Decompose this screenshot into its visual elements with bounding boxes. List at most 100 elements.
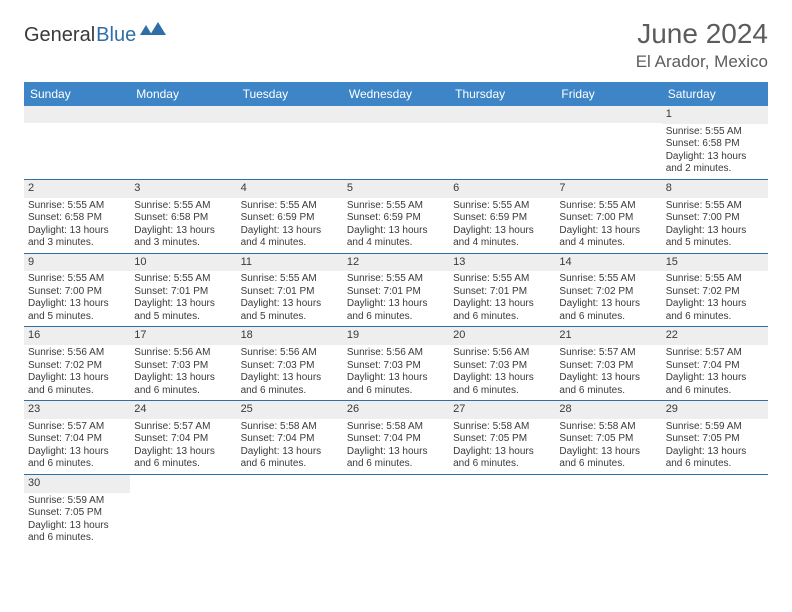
day-detail: Sunset: 7:03 PM xyxy=(559,360,657,373)
day-number: 13 xyxy=(449,254,555,272)
calendar-cell: 24Sunrise: 5:57 AMSunset: 7:04 PMDayligh… xyxy=(130,401,236,475)
day-detail: and 6 minutes. xyxy=(666,385,764,398)
day-detail: Daylight: 13 hours xyxy=(347,225,445,238)
calendar-cell xyxy=(662,474,768,547)
day-detail: and 6 minutes. xyxy=(134,385,232,398)
day-number: 28 xyxy=(555,401,661,419)
day-detail: Sunset: 7:02 PM xyxy=(28,360,126,373)
header: GeneralBlue June 2024 El Arador, Mexico xyxy=(24,18,768,72)
day-detail: Daylight: 13 hours xyxy=(241,298,339,311)
day-detail: and 6 minutes. xyxy=(453,458,551,471)
day-detail: Sunrise: 5:55 AM xyxy=(453,273,551,286)
day-detail: Daylight: 13 hours xyxy=(28,298,126,311)
day-detail: Sunrise: 5:57 AM xyxy=(559,347,657,360)
calendar-cell: 18Sunrise: 5:56 AMSunset: 7:03 PMDayligh… xyxy=(237,327,343,401)
day-detail: Sunset: 7:02 PM xyxy=(666,286,764,299)
calendar-day: 5Sunrise: 5:55 AMSunset: 6:59 PMDaylight… xyxy=(343,180,449,253)
day-detail: Sunset: 7:05 PM xyxy=(559,433,657,446)
day-detail: Daylight: 13 hours xyxy=(666,446,764,459)
empty-day-bar xyxy=(343,106,449,123)
day-number: 11 xyxy=(237,254,343,272)
day-detail: Sunset: 6:59 PM xyxy=(453,212,551,225)
calendar-day xyxy=(449,475,555,537)
calendar-day xyxy=(343,475,449,537)
calendar-cell: 23 Sunrise: 5:57 AMSunset: 7:04 PMDayligh… xyxy=(24,401,130,475)
calendar-day: 20Sunrise: 5:56 AMSunset: 7:03 PMDayligh… xyxy=(449,327,555,400)
day-number: 10 xyxy=(130,254,236,272)
day-detail: Sunrise: 5:58 AM xyxy=(241,421,339,434)
day-detail: and 6 minutes. xyxy=(453,385,551,398)
day-detail: Sunrise: 5:57 AM xyxy=(28,421,126,434)
calendar-week: 2Sunrise: 5:55 AMSunset: 6:58 PMDaylight… xyxy=(24,179,768,253)
day-detail: Sunrise: 5:55 AM xyxy=(559,273,657,286)
day-number: 1 xyxy=(662,106,768,124)
day-number: 19 xyxy=(343,327,449,345)
calendar-week: 30 Sunrise: 5:59 AMSunset: 7:05 PMDayligh… xyxy=(24,474,768,547)
empty-day-bar xyxy=(237,106,343,123)
day-number: 21 xyxy=(555,327,661,345)
day-detail: Sunrise: 5:59 AM xyxy=(28,495,126,508)
day-number: 30 xyxy=(24,475,130,493)
calendar-cell: 10Sunrise: 5:55 AMSunset: 7:01 PMDayligh… xyxy=(130,253,236,327)
day-detail: Sunset: 7:04 PM xyxy=(347,433,445,446)
flag-icon xyxy=(140,21,166,45)
calendar-day: 10Sunrise: 5:55 AMSunset: 7:01 PMDayligh… xyxy=(130,254,236,327)
day-detail: Sunset: 7:00 PM xyxy=(666,212,764,225)
day-detail: Sunset: 7:03 PM xyxy=(241,360,339,373)
calendar-day: 22Sunrise: 5:57 AMSunset: 7:04 PMDayligh… xyxy=(662,327,768,400)
day-number: 3 xyxy=(130,180,236,198)
day-detail: Sunset: 7:04 PM xyxy=(134,433,232,446)
day-detail: Daylight: 13 hours xyxy=(559,298,657,311)
page-title: June 2024 xyxy=(636,18,768,50)
day-header: Friday xyxy=(555,82,661,106)
day-detail: Sunset: 7:05 PM xyxy=(28,507,126,520)
calendar-day xyxy=(130,475,236,537)
calendar-day: 28Sunrise: 5:58 AMSunset: 7:05 PMDayligh… xyxy=(555,401,661,474)
day-detail: Sunrise: 5:58 AM xyxy=(559,421,657,434)
calendar-cell: 1Sunrise: 5:55 AMSunset: 6:58 PMDaylight… xyxy=(662,106,768,179)
calendar-cell: 3Sunrise: 5:55 AMSunset: 6:58 PMDaylight… xyxy=(130,179,236,253)
calendar-cell: 21Sunrise: 5:57 AMSunset: 7:03 PMDayligh… xyxy=(555,327,661,401)
day-detail: Sunset: 7:04 PM xyxy=(28,433,126,446)
calendar-cell: 29Sunrise: 5:59 AMSunset: 7:05 PMDayligh… xyxy=(662,401,768,475)
day-number: 9 xyxy=(24,254,130,272)
calendar-cell: 5Sunrise: 5:55 AMSunset: 6:59 PMDaylight… xyxy=(343,179,449,253)
day-detail: Daylight: 13 hours xyxy=(241,372,339,385)
day-detail: Sunrise: 5:59 AM xyxy=(666,421,764,434)
day-detail: and 5 minutes. xyxy=(666,237,764,250)
day-detail: Sunset: 7:05 PM xyxy=(666,433,764,446)
calendar-cell: 9Sunrise: 5:55 AMSunset: 7:00 PMDaylight… xyxy=(24,253,130,327)
day-number: 14 xyxy=(555,254,661,272)
logo-text-general: General xyxy=(24,24,95,47)
day-detail: Sunrise: 5:56 AM xyxy=(28,347,126,360)
day-detail: Sunset: 7:01 PM xyxy=(241,286,339,299)
calendar-day: 24Sunrise: 5:57 AMSunset: 7:04 PMDayligh… xyxy=(130,401,236,474)
day-detail: Daylight: 13 hours xyxy=(134,372,232,385)
day-detail: Daylight: 13 hours xyxy=(28,446,126,459)
calendar-cell: 27Sunrise: 5:58 AMSunset: 7:05 PMDayligh… xyxy=(449,401,555,475)
empty-day-bar xyxy=(130,106,236,123)
calendar-cell: 30 Sunrise: 5:59 AMSunset: 7:05 PMDayligh… xyxy=(24,474,130,547)
day-detail: Daylight: 13 hours xyxy=(134,225,232,238)
day-detail: Daylight: 13 hours xyxy=(134,298,232,311)
day-detail: Daylight: 13 hours xyxy=(28,520,126,533)
day-detail: and 5 minutes. xyxy=(134,311,232,324)
calendar-day: 17Sunrise: 5:56 AMSunset: 7:03 PMDayligh… xyxy=(130,327,236,400)
day-detail: Daylight: 13 hours xyxy=(28,372,126,385)
day-detail: Daylight: 13 hours xyxy=(453,225,551,238)
day-detail: Sunrise: 5:55 AM xyxy=(28,200,126,213)
calendar-week: 23Sunrise: 5:57 AMSunset: 7:04 PMDayligh… xyxy=(24,401,768,475)
day-number: 7 xyxy=(555,180,661,198)
empty-day-bar xyxy=(24,106,130,123)
day-detail: and 4 minutes. xyxy=(453,237,551,250)
day-header: Wednesday xyxy=(343,82,449,106)
day-number: 26 xyxy=(343,401,449,419)
page-subtitle: El Arador, Mexico xyxy=(636,52,768,72)
day-detail: Sunset: 6:59 PM xyxy=(241,212,339,225)
day-detail: Sunrise: 5:55 AM xyxy=(453,200,551,213)
day-number: 5 xyxy=(343,180,449,198)
calendar-cell xyxy=(343,106,449,179)
day-detail: Sunrise: 5:55 AM xyxy=(666,200,764,213)
day-number: 23 xyxy=(24,401,130,419)
day-number: 16 xyxy=(24,327,130,345)
